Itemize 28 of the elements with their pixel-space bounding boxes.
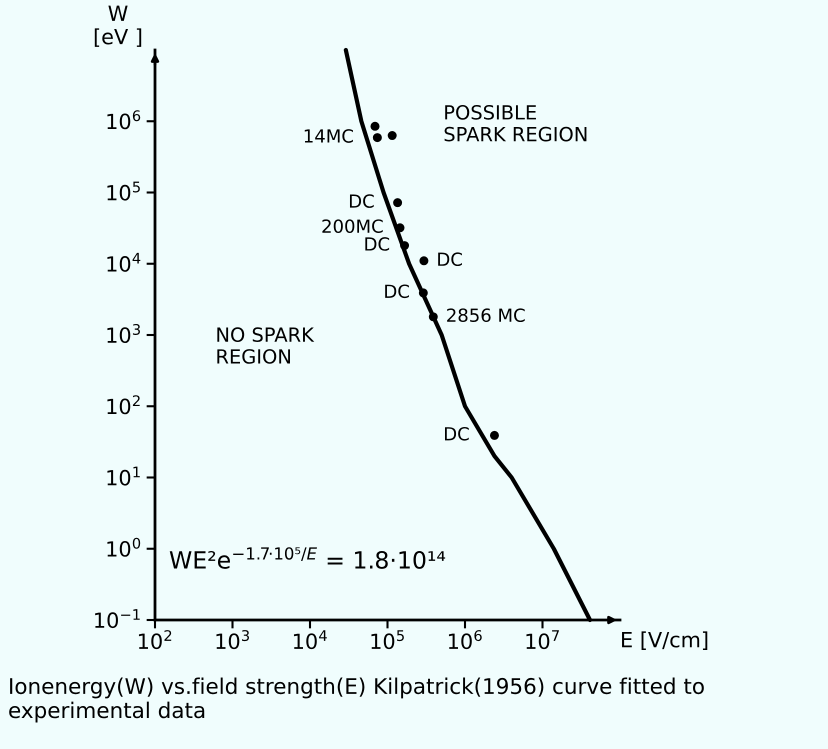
- annotation: DC: [350, 194, 374, 208]
- x-tick-label: 10$^{6}$: [448, 630, 482, 650]
- y-tick-label: 10$^{2}$: [107, 395, 140, 414]
- x-tick-label: 10$^{5}$: [371, 630, 404, 650]
- annotation: DC: [445, 426, 469, 441]
- y-tick-label: 10$^{0}$: [107, 538, 140, 557]
- annotation: WE²e$^{−1.7·10⁵/E}$ = 1.8·10¹⁴: [170, 547, 446, 569]
- annotation: DC: [438, 252, 462, 266]
- x-tick-label: 10$^{7}$: [526, 630, 559, 650]
- x-tick-label: 10$^{4}$: [294, 630, 327, 650]
- y-tick-label: 10$^{3}$: [107, 324, 140, 344]
- y-tick-label: 10$^{−1}$: [95, 609, 140, 628]
- annotation: 2856 MC: [447, 308, 525, 322]
- annotation: 14MC: [304, 129, 353, 143]
- y-tick-label: 10$^{1}$: [107, 466, 140, 486]
- annotation: 200MC: [322, 219, 383, 233]
- text: Ionenergy(W) vs.field strength(E) Kilpatrick(1956) curve fitted to experimental data: [9, 678, 704, 722]
- x-tick-label: 10$^{2}$: [138, 630, 172, 650]
- y-tick-label: 10$^{5}$: [107, 182, 140, 201]
- y-axis-title: W [eV ]: [94, 6, 142, 47]
- y-tick-label: 10$^{6}$: [107, 110, 140, 130]
- annotation: NO SPARK REGION: [217, 327, 314, 364]
- x-axis-title: E [V/cm]: [622, 631, 708, 650]
- annotation: DC: [365, 237, 390, 251]
- annotation: DC: [385, 284, 409, 298]
- x-tick-label: 10$^{3}$: [216, 630, 249, 650]
- annotation: POSSIBLE SPARK REGION: [444, 104, 586, 142]
- y-tick-label: 10$^{4}$: [107, 252, 140, 272]
